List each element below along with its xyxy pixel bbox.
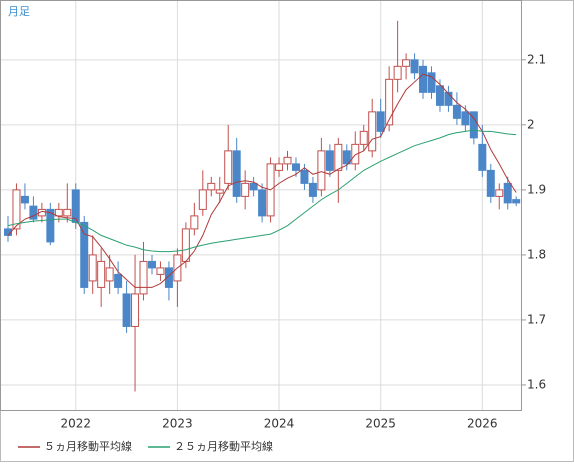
candle-body [359,130,368,145]
y-tick-label: 2.1 [527,52,546,66]
candle-body [486,169,495,197]
candle-body [63,208,72,217]
x-tick-label: 2026 [467,417,498,431]
candle-body [29,205,38,220]
plot-area [0,0,522,411]
candle-body [249,182,258,191]
candle-body [181,228,190,262]
candle-body [258,189,267,217]
candle-body [224,150,233,184]
candle-body [131,293,140,327]
candle-body [402,59,411,67]
candle-body [351,143,360,165]
candle-body [461,111,470,126]
moving-average-line [7,129,517,253]
candle-body [452,104,461,119]
candle-body [410,59,419,74]
candle-body [495,189,504,197]
candle-body [105,267,114,282]
candle-body [393,65,402,80]
candle-body [317,150,326,191]
candle-body [512,199,521,204]
candle-body [427,72,436,93]
candle-body [469,111,478,139]
candle-body [156,267,165,275]
candle-body [419,65,428,93]
moving-average-line [7,73,517,288]
candle-body [207,182,216,191]
candle-body [232,150,241,197]
y-tick-label: 1.8 [527,247,546,261]
candle-body [215,189,224,194]
candle-body [122,293,131,327]
candle-body [275,163,284,171]
candle-body [80,221,89,288]
candle-body [283,156,292,165]
candle-body [376,111,385,132]
candle-body [12,189,21,230]
candle-body [190,215,199,230]
candle-body [368,111,377,152]
x-tick-label: 2023 [162,417,193,431]
candle-body [503,182,512,204]
y-tick-label: 2 [527,117,535,131]
x-tick-label: 2025 [365,417,396,431]
candle-body [325,150,334,171]
y-tick-label: 1.6 [527,377,546,391]
candle-body [114,273,123,288]
x-tick-label: 2022 [60,417,91,431]
legend-label: ２５ヵ月移動平均線 [174,439,273,453]
candle-body [88,254,97,282]
y-tick-label: 1.9 [527,182,546,196]
candle-body [147,260,156,269]
legend: ５ヵ月移動平均線 ２５ヵ月移動平均線 [18,439,273,453]
candle-body [97,260,106,288]
candle-body [385,78,394,126]
candle-body [241,182,250,197]
candle-body [198,189,207,210]
candle-body [435,85,444,106]
candle-body [444,91,453,106]
candle-body [334,143,343,171]
candle-body [54,208,63,217]
candle-body [20,195,29,204]
candle-body [308,182,317,197]
candle-body [300,169,309,184]
candle-body [37,208,46,217]
legend-label: ５ヵ月移動平均線 [44,439,132,453]
candle-body [478,143,487,171]
candle-body [291,163,300,171]
candle-body [139,260,148,295]
candle-body [46,208,55,243]
candle-body [164,267,173,288]
x-tick-label: 2024 [264,417,295,431]
y-tick-label: 1.7 [527,312,546,326]
candle-body [71,189,80,223]
candle-body [342,150,351,165]
chart-title: 月足 [8,5,30,18]
